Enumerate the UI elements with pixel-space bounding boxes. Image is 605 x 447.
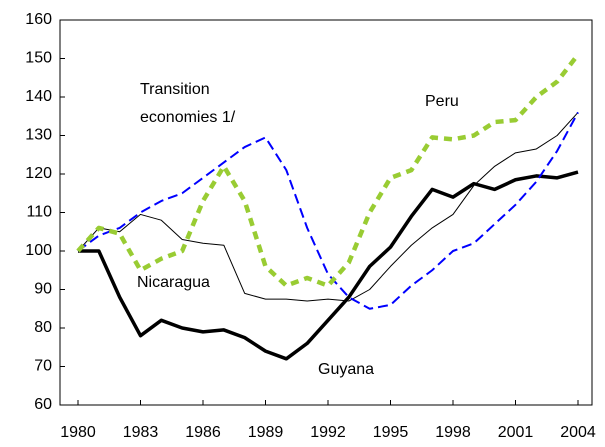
series-label: Guyana	[318, 361, 374, 378]
y-tick-label: 160	[25, 11, 52, 28]
x-tick-label: 1980	[60, 424, 96, 441]
y-tick-label: 110	[26, 204, 52, 221]
x-tick-label: 1995	[373, 424, 409, 441]
x-tick-label: 1986	[185, 424, 221, 441]
x-tick-label: 2004	[560, 424, 596, 441]
y-tick-label: 90	[34, 281, 52, 298]
y-tick-label: 80	[34, 319, 52, 336]
series-label-line: Transition	[140, 81, 210, 98]
plot-frame	[59, 19, 593, 406]
x-tick-label: 1992	[310, 424, 346, 441]
series-label: Nicaragua	[137, 274, 210, 291]
x-tick-label: 2001	[498, 424, 534, 441]
y-tick-label: 60	[34, 396, 52, 413]
y-tick-label: 100	[25, 242, 52, 259]
y-tick-label: 70	[34, 358, 52, 375]
series-line	[77, 112, 579, 302]
x-tick-label: 1989	[248, 424, 284, 441]
x-tick-label: 1983	[123, 424, 159, 441]
y-tick-label: 130	[25, 127, 52, 144]
series-line	[77, 111, 579, 310]
y-tick-label: 140	[25, 88, 52, 105]
x-tick-label: 1998	[435, 424, 471, 441]
y-tick-label: 150	[25, 50, 52, 67]
series-label-line: economies 1/	[140, 109, 236, 126]
series-label: Peru	[425, 93, 459, 110]
series-line	[78, 170, 579, 361]
y-tick-label: 120	[25, 165, 52, 182]
series-line	[76, 53, 580, 288]
series-label: Transition economies 1/	[140, 81, 236, 126]
